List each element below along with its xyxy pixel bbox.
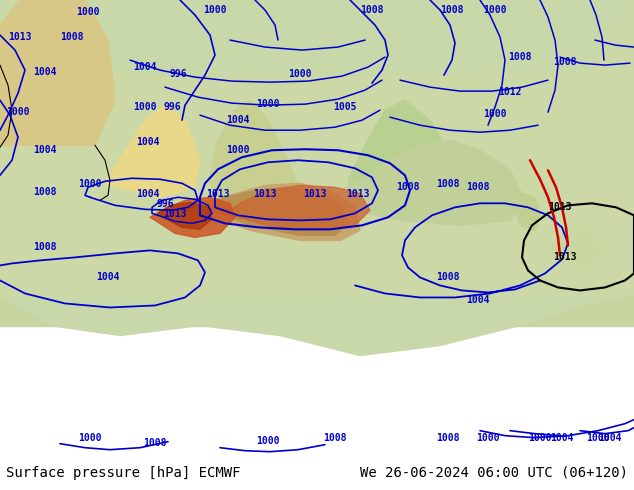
- Text: 1004: 1004: [33, 145, 57, 155]
- Polygon shape: [0, 0, 634, 356]
- Polygon shape: [515, 193, 540, 230]
- Text: 1004: 1004: [598, 433, 622, 442]
- Text: 1008: 1008: [436, 433, 460, 442]
- Text: 1004: 1004: [226, 115, 250, 125]
- Polygon shape: [0, 0, 115, 145]
- Text: 1000: 1000: [76, 7, 100, 17]
- Text: 1000: 1000: [288, 69, 312, 79]
- Polygon shape: [348, 100, 455, 218]
- Text: 1013: 1013: [548, 202, 572, 212]
- Text: 1000: 1000: [6, 107, 30, 117]
- Text: 1004: 1004: [136, 189, 160, 199]
- Text: 1000: 1000: [483, 5, 507, 15]
- Text: 996: 996: [156, 199, 174, 209]
- Text: 1000: 1000: [476, 433, 500, 442]
- Text: 996: 996: [163, 102, 181, 112]
- Text: 1008: 1008: [396, 182, 420, 192]
- Text: 1000: 1000: [256, 436, 280, 446]
- Text: 1013: 1013: [346, 189, 370, 199]
- Polygon shape: [335, 140, 525, 225]
- Text: 1013: 1013: [206, 189, 230, 199]
- Text: 1000: 1000: [226, 145, 250, 155]
- Text: 1000: 1000: [204, 5, 227, 15]
- Text: 1013: 1013: [553, 252, 577, 263]
- Text: 1004: 1004: [33, 67, 57, 77]
- Text: 1008: 1008: [33, 187, 57, 197]
- Text: 1000: 1000: [256, 99, 280, 109]
- Text: 1000: 1000: [78, 179, 101, 189]
- Text: 1008: 1008: [436, 272, 460, 282]
- Polygon shape: [0, 0, 634, 75]
- Text: 1005: 1005: [333, 102, 357, 112]
- Text: 1000: 1000: [483, 109, 507, 119]
- Text: Surface pressure [hPa] ECMWF: Surface pressure [hPa] ECMWF: [6, 466, 241, 480]
- Text: 1013: 1013: [303, 189, 327, 199]
- Text: 1008: 1008: [33, 243, 57, 252]
- Polygon shape: [550, 227, 600, 270]
- Polygon shape: [0, 0, 634, 325]
- Text: 1004: 1004: [96, 272, 120, 282]
- Polygon shape: [185, 183, 360, 241]
- Text: 1000: 1000: [586, 433, 610, 442]
- Text: 1008: 1008: [360, 5, 384, 15]
- Text: 1004: 1004: [550, 433, 574, 442]
- Text: 1008: 1008: [440, 5, 463, 15]
- Text: 1008: 1008: [466, 182, 489, 192]
- Text: 1008: 1008: [143, 438, 167, 448]
- Text: 1008: 1008: [553, 57, 577, 67]
- Polygon shape: [158, 202, 212, 229]
- Text: We 26-06-2024 06:00 UTC (06+120): We 26-06-2024 06:00 UTC (06+120): [359, 466, 628, 480]
- Text: 1012: 1012: [498, 87, 522, 97]
- Text: 1000: 1000: [133, 102, 157, 112]
- Polygon shape: [225, 185, 370, 230]
- Text: 1008: 1008: [60, 32, 84, 42]
- Polygon shape: [105, 105, 200, 197]
- Text: 996: 996: [169, 69, 187, 79]
- Text: 1004: 1004: [466, 295, 489, 305]
- Text: 1004: 1004: [133, 62, 157, 72]
- Text: 1004: 1004: [136, 137, 160, 147]
- Text: 1008: 1008: [508, 52, 532, 62]
- Text: 1013: 1013: [253, 189, 277, 199]
- Text: 1000: 1000: [528, 433, 552, 442]
- Polygon shape: [210, 100, 295, 213]
- Text: 1008: 1008: [436, 179, 460, 189]
- Text: 1000: 1000: [78, 433, 101, 442]
- Polygon shape: [205, 187, 348, 235]
- Polygon shape: [0, 0, 634, 295]
- Text: 1008: 1008: [323, 433, 347, 442]
- Text: 1013: 1013: [163, 209, 187, 220]
- Polygon shape: [150, 197, 235, 237]
- Text: 1013: 1013: [8, 32, 32, 42]
